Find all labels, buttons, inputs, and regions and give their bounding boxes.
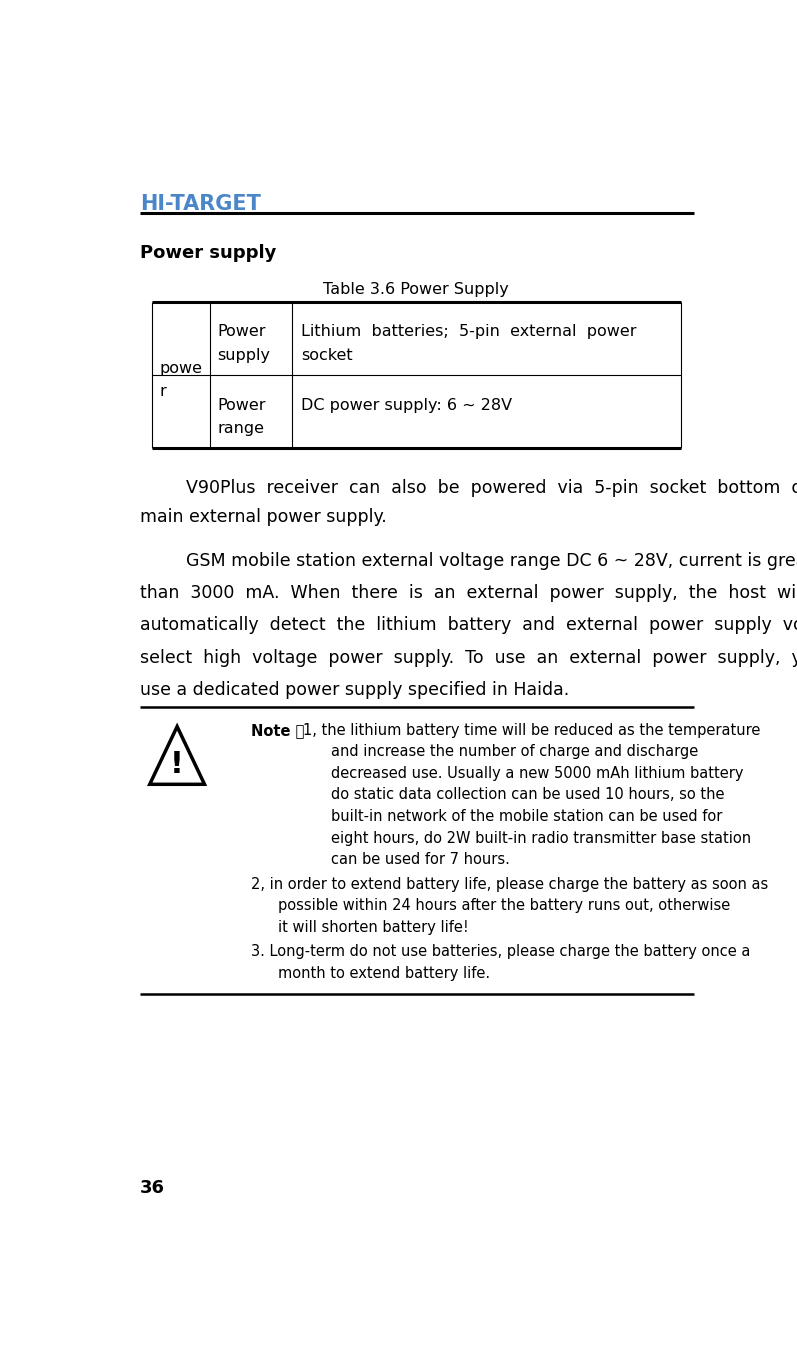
Text: 36: 36	[140, 1178, 165, 1198]
Text: month to extend battery life.: month to extend battery life.	[278, 966, 490, 981]
Text: range: range	[218, 420, 265, 435]
Text: eight hours, do 2W built-in radio transmitter base station: eight hours, do 2W built-in radio transm…	[331, 831, 751, 846]
Text: automatically  detect  the  lithium  battery  and  external  power  supply  volt: automatically detect the lithium battery…	[140, 617, 797, 634]
Text: can be used for 7 hours.: can be used for 7 hours.	[331, 852, 509, 868]
Text: powe: powe	[159, 361, 202, 376]
Text: 3. Long-term do not use batteries, please charge the battery once a: 3. Long-term do not use batteries, pleas…	[251, 944, 750, 959]
Text: decreased use. Usually a new 5000 mAh lithium battery: decreased use. Usually a new 5000 mAh li…	[331, 765, 743, 780]
Text: main external power supply.: main external power supply.	[140, 507, 387, 527]
Text: use a dedicated power supply specified in Haida.: use a dedicated power supply specified i…	[140, 681, 569, 700]
Text: DC power supply: 6 ~ 28V: DC power supply: 6 ~ 28V	[301, 397, 512, 412]
Text: do static data collection can be used 10 hours, so the: do static data collection can be used 10…	[331, 787, 724, 802]
Text: select  high  voltage  power  supply.  To  use  an  external  power  supply,  yo: select high voltage power supply. To use…	[140, 649, 797, 667]
Text: possible within 24 hours after the battery runs out, otherwise: possible within 24 hours after the batte…	[278, 899, 730, 914]
Text: Power: Power	[218, 397, 266, 412]
Text: and increase the number of charge and discharge: and increase the number of charge and di…	[331, 745, 698, 760]
Text: Power supply: Power supply	[140, 244, 277, 262]
Text: Lithium  batteries;  5-pin  external  power: Lithium batteries; 5-pin external power	[301, 325, 637, 340]
Text: 1, the lithium battery time will be reduced as the temperature: 1, the lithium battery time will be redu…	[304, 723, 761, 738]
Text: GSM mobile station external voltage range DC 6 ~ 28V, current is greater: GSM mobile station external voltage rang…	[186, 552, 797, 570]
Text: built-in network of the mobile station can be used for: built-in network of the mobile station c…	[331, 809, 722, 824]
Text: Power: Power	[218, 325, 266, 340]
Text: it will shorten battery life!: it will shorten battery life!	[278, 919, 469, 934]
Text: 2, in order to extend battery life, please charge the battery as soon as: 2, in order to extend battery life, plea…	[251, 877, 768, 892]
Text: HI-TARGET: HI-TARGET	[140, 194, 261, 214]
Text: supply: supply	[218, 348, 270, 363]
Text: r: r	[159, 385, 166, 400]
Text: socket: socket	[301, 348, 353, 363]
Text: V90Plus  receiver  can  also  be  powered  via  5-pin  socket  bottom  of  the: V90Plus receiver can also be powered via…	[186, 479, 797, 496]
Text: Table 3.6 Power Supply: Table 3.6 Power Supply	[324, 282, 509, 297]
Text: than  3000  mA.  When  there  is  an  external  power  supply,  the  host  will: than 3000 mA. When there is an external …	[140, 584, 797, 602]
Text: !: !	[171, 750, 184, 779]
Text: Note ：: Note ：	[251, 723, 304, 738]
